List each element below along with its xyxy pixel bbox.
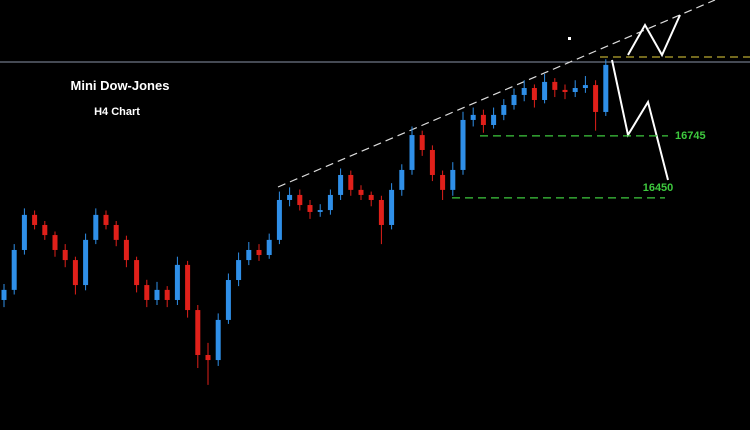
candle-body <box>215 319 221 361</box>
candle-body <box>164 289 170 300</box>
candle-body <box>440 174 446 190</box>
candle-body <box>491 114 497 125</box>
chart-subtitle: H4 Chart <box>94 106 140 118</box>
candle-body <box>399 169 405 190</box>
chart-title: Mini Dow-Jones <box>71 78 170 93</box>
candle-body <box>246 249 252 261</box>
candle-body <box>195 310 201 356</box>
candle-body <box>287 194 293 200</box>
candle-body <box>52 235 58 250</box>
candle-body <box>205 355 211 361</box>
candle-body <box>93 214 99 240</box>
candle-body <box>103 214 109 225</box>
candle-body <box>1 289 7 300</box>
candle-body <box>593 85 599 112</box>
projection-down <box>611 59 669 181</box>
candle-body <box>552 81 558 90</box>
candle-body <box>32 214 38 225</box>
candle-body <box>174 264 180 300</box>
candle-body <box>368 194 374 200</box>
candle-body <box>429 149 435 175</box>
candle-body <box>185 264 191 311</box>
candle-body <box>389 189 395 225</box>
candle-body <box>603 64 609 112</box>
candle-body <box>123 239 129 261</box>
candle-body <box>113 224 119 240</box>
candle-body <box>327 194 333 211</box>
marker-dot <box>568 37 571 40</box>
candle-body <box>378 199 384 225</box>
candle-body <box>542 81 548 100</box>
candle-body <box>256 249 262 256</box>
candle-body <box>531 88 537 100</box>
candle-body <box>276 199 282 240</box>
projection-up <box>627 14 681 58</box>
candle-body <box>154 289 160 300</box>
candle-body <box>225 280 231 320</box>
candle-body <box>562 89 568 93</box>
candle-body <box>21 214 27 250</box>
candle-body <box>470 114 476 120</box>
candle-body <box>460 119 466 170</box>
candle-body <box>236 260 242 281</box>
candle-body <box>419 135 425 150</box>
candle-body <box>266 239 272 256</box>
candle-body <box>11 249 17 290</box>
candle-body <box>42 224 48 236</box>
candle-body <box>144 285 150 300</box>
candle-body <box>134 260 140 286</box>
candle-body <box>83 239 89 286</box>
candle-body <box>582 85 588 89</box>
candle-body <box>62 249 68 261</box>
candle-body <box>511 94 517 106</box>
candle-body <box>297 194 303 206</box>
candle-body <box>480 114 486 125</box>
candle-body <box>450 169 456 190</box>
candle-body <box>521 88 527 95</box>
candle-body <box>409 135 415 170</box>
candle-body <box>348 174 354 190</box>
candle-body <box>572 88 578 93</box>
level-label: 16745 <box>675 130 706 142</box>
candle-body <box>501 105 507 115</box>
candle-body <box>72 260 78 286</box>
candle-body <box>358 189 364 195</box>
candle-body <box>317 210 323 212</box>
candle-body <box>307 205 313 212</box>
level-label: 16450 <box>643 182 674 194</box>
candle-body <box>338 174 344 195</box>
